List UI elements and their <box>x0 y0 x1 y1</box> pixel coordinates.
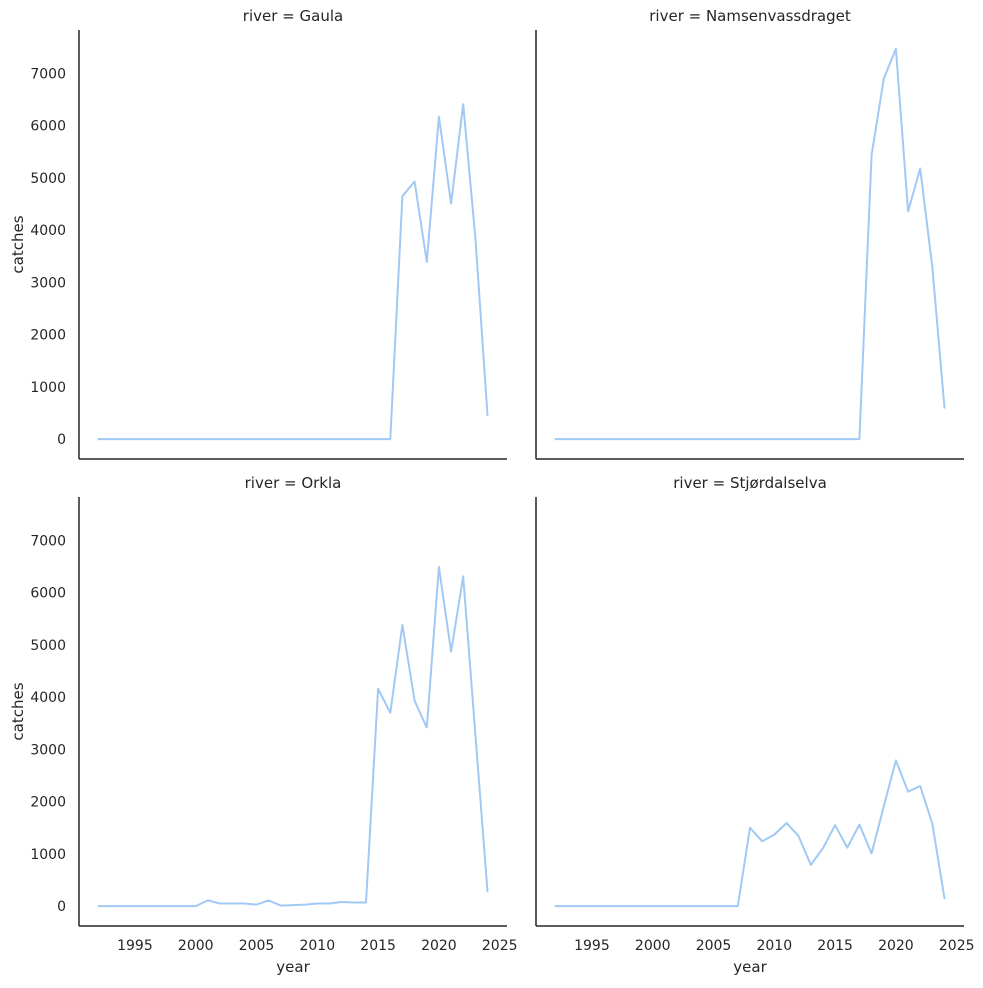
x-tick-label: 2000 <box>178 938 214 954</box>
y-tick-label: 5000 <box>30 638 66 654</box>
x-tick-label: 2010 <box>756 938 792 954</box>
y-tick-label: 7000 <box>30 66 66 82</box>
x-axis-label: year <box>276 958 310 976</box>
facet-panel: river = Orkla 0 1000 2000 3000 4000 5000 6000 70… <box>9 474 518 976</box>
x-tick-label: 1995 <box>117 938 153 954</box>
y-tick-label: 7000 <box>30 533 66 549</box>
y-tick-label: 4000 <box>30 690 66 706</box>
x-tick-label: 2020 <box>421 938 457 954</box>
y-tick-label: 1000 <box>30 847 66 863</box>
y-tick-label: 4000 <box>30 223 66 239</box>
x-tick-label: 2025 <box>482 938 518 954</box>
x-tick-label: 2015 <box>817 938 853 954</box>
y-tick-label: 2000 <box>30 795 66 811</box>
x-tick-label: 2005 <box>239 938 275 954</box>
facet-panel: river = Stjørdalselva 1995 2000 2005 2010 201… <box>535 474 975 976</box>
series-line <box>554 47 946 441</box>
y-tick-label: 3000 <box>30 742 66 758</box>
x-tick-label: 2020 <box>878 938 914 954</box>
y-tick-label: 0 <box>57 899 66 915</box>
panel-title: river = Orkla <box>245 474 342 492</box>
y-tick-label: 1000 <box>30 380 66 396</box>
panel-title: river = Namsenvassdraget <box>649 7 851 25</box>
x-tick-label: 2005 <box>696 938 732 954</box>
y-tick-label: 6000 <box>30 586 66 602</box>
y-axis-label: catches <box>9 215 27 273</box>
panel-title: river = Stjørdalselva <box>673 474 827 492</box>
x-axis-label: year <box>733 958 767 976</box>
series-line <box>97 103 489 441</box>
facet-panel: river = Namsenvassdraget <box>535 7 964 460</box>
y-tick-label: 3000 <box>30 275 66 291</box>
panel-title: river = Gaula <box>243 7 343 25</box>
facet-panel: river = Gaula 0 1000 2000 3000 4000 5000 6000 70… <box>9 7 507 460</box>
series-line <box>97 566 489 908</box>
y-tick-label: 6000 <box>30 119 66 135</box>
y-tick-label: 5000 <box>30 171 66 187</box>
x-tick-label: 2015 <box>360 938 396 954</box>
y-axis-label: catches <box>9 682 27 740</box>
x-tick-label: 2010 <box>299 938 335 954</box>
x-tick-label: 2000 <box>635 938 671 954</box>
series-line <box>554 759 946 908</box>
y-tick-label: 0 <box>57 432 66 448</box>
x-tick-label: 2025 <box>939 938 975 954</box>
y-tick-label: 2000 <box>30 328 66 344</box>
x-tick-label: 1995 <box>574 938 610 954</box>
